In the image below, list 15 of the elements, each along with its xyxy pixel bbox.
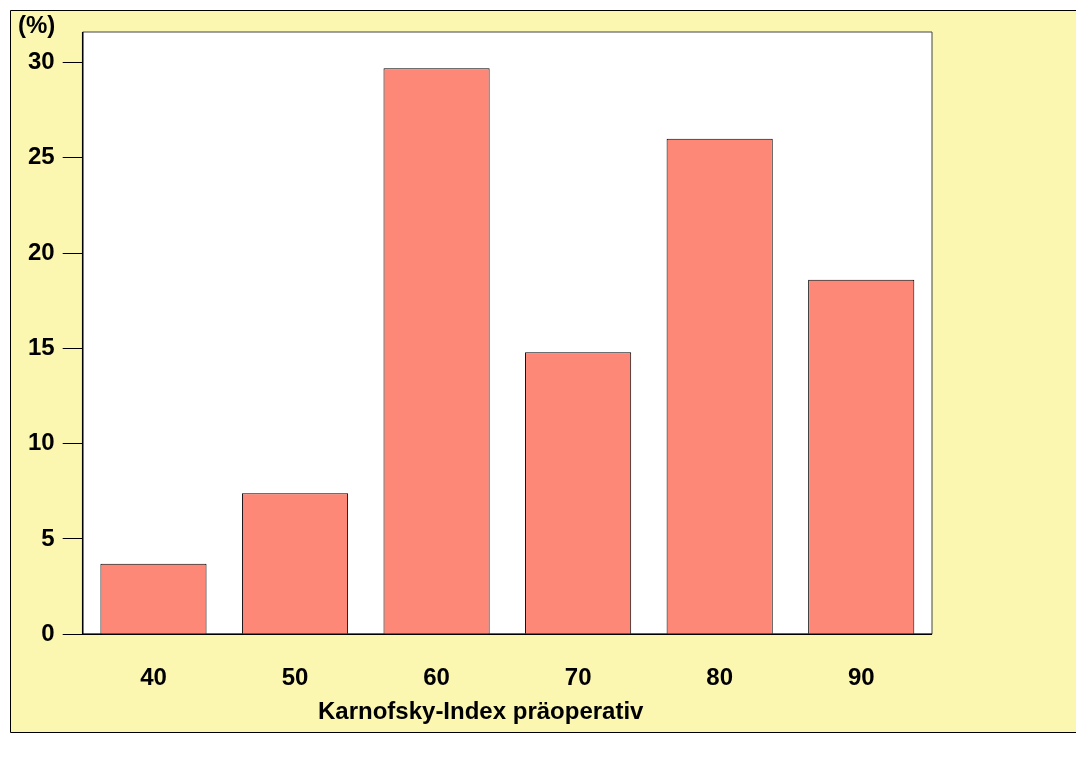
y-tick-label: 10 (27, 428, 55, 456)
y-tick-label: 25 (27, 142, 55, 170)
y-tick-label: 30 (27, 47, 55, 75)
x-tick-label: 60 (423, 663, 450, 691)
y-axis-title: (%) (18, 10, 56, 38)
y-tick-label: 0 (41, 618, 55, 646)
x-tick-label: 40 (140, 663, 167, 691)
y-tick-label: 5 (41, 523, 55, 551)
x-tick-label: 70 (564, 663, 592, 691)
x-tick-label: 80 (706, 663, 734, 691)
x-tick-label: 50 (281, 663, 309, 691)
x-axis-title: Karnofsky-Index präoperativ (318, 696, 645, 724)
x-tick-label: 90 (847, 663, 875, 691)
y-tick-label: 20 (27, 237, 55, 265)
y-tick-label: 15 (27, 332, 55, 360)
